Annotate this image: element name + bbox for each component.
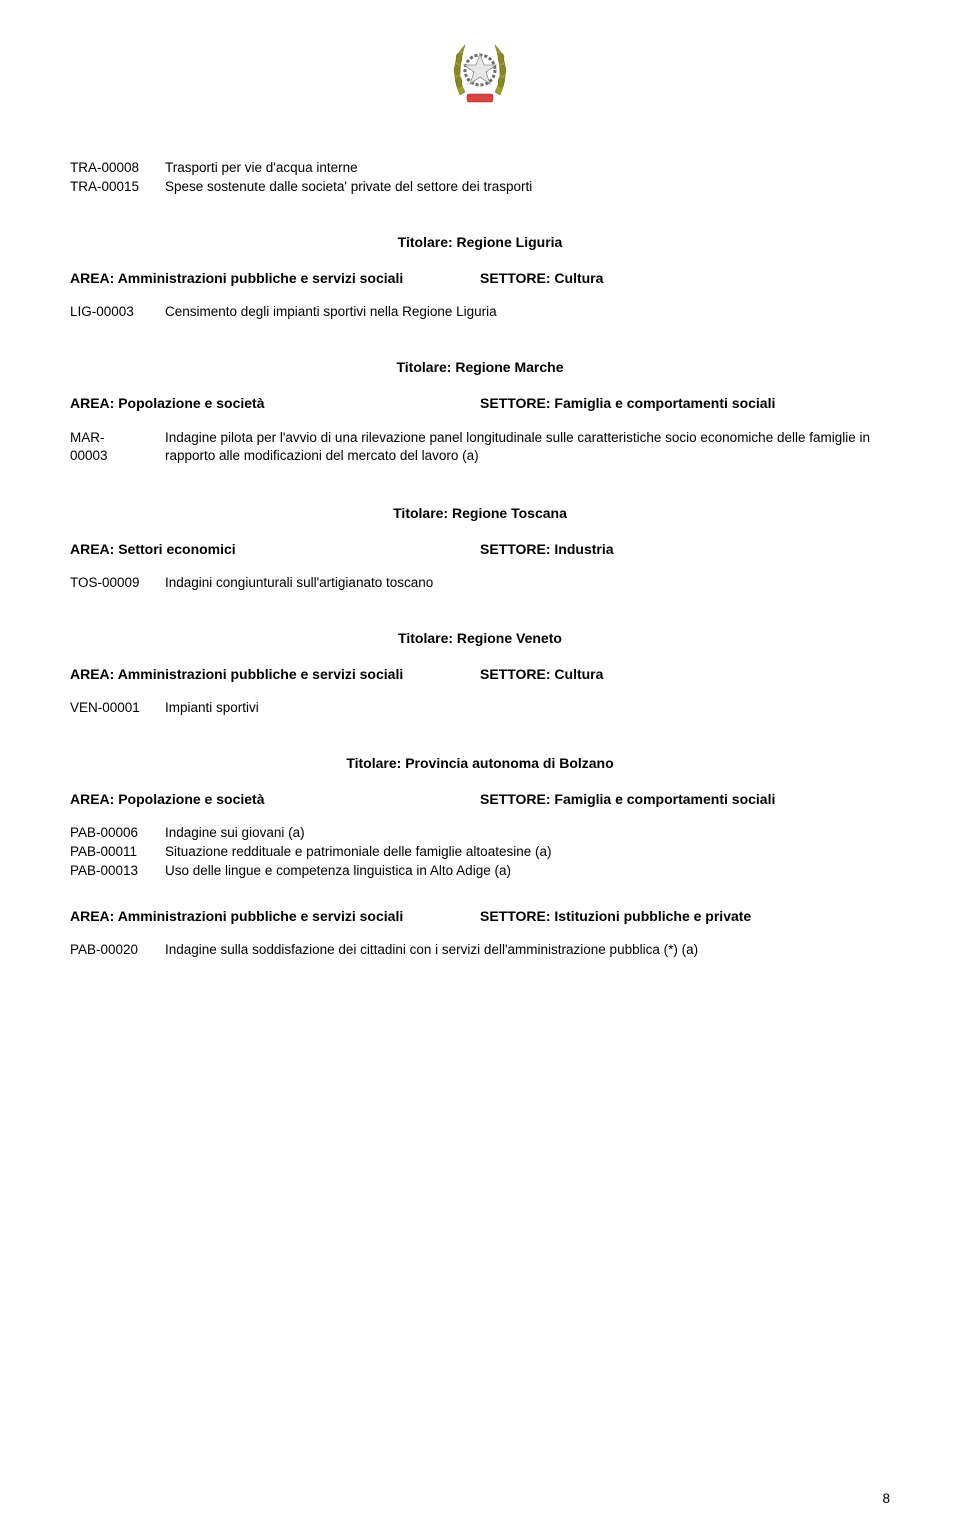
document-content: TRA-00008 Trasporti per vie d'acqua inte…: [70, 40, 890, 957]
entry-row: PAB-00006 Indagine sui giovani (a): [70, 825, 890, 840]
entry-text: Censimento degli impianti sportivi nella…: [165, 304, 890, 319]
area-sector-row: AREA: Amministrazioni pubbliche e serviz…: [70, 270, 890, 286]
entry-row: VEN-00001 Impianti sportivi: [70, 700, 890, 715]
sector-label: SETTORE: Famiglia e comportamenti social…: [480, 395, 890, 411]
entry-code: VEN-00001: [70, 700, 165, 715]
page-container: TRA-00008 Trasporti per vie d'acqua inte…: [0, 0, 960, 1536]
area-sector-row: AREA: Amministrazioni pubbliche e serviz…: [70, 908, 890, 924]
sector-label: SETTORE: Famiglia e comportamenti social…: [480, 791, 890, 807]
entry-code: TRA-00008: [70, 160, 165, 175]
section-title: Titolare: Provincia autonoma di Bolzano: [70, 755, 890, 771]
entry-row: MAR- 00003 Indagine pilota per l'avvio d…: [70, 429, 890, 465]
entry-text: Indagine sui giovani (a): [165, 825, 890, 840]
entry-code: TOS-00009: [70, 575, 165, 590]
area-label: AREA: Popolazione e società: [70, 395, 480, 411]
entry-text: Impianti sportivi: [165, 700, 890, 715]
area-sector-row: AREA: Settori economici SETTORE: Industr…: [70, 541, 890, 557]
entry-text: Situazione reddituale e patrimoniale del…: [165, 844, 890, 859]
entry-code: PAB-00011: [70, 844, 165, 859]
sector-label: SETTORE: Cultura: [480, 666, 890, 682]
area-label: AREA: Amministrazioni pubbliche e serviz…: [70, 666, 480, 682]
entry-row: TRA-00015 Spese sostenute dalle societa'…: [70, 179, 890, 194]
entry-code: PAB-00020: [70, 942, 165, 957]
area-sector-row: AREA: Popolazione e società SETTORE: Fam…: [70, 395, 890, 411]
area-label: AREA: Popolazione e società: [70, 791, 480, 807]
section-title: Titolare: Regione Liguria: [70, 234, 890, 250]
entry-code: TRA-00015: [70, 179, 165, 194]
section-title: Titolare: Regione Veneto: [70, 630, 890, 646]
entry-row: TRA-00008 Trasporti per vie d'acqua inte…: [70, 160, 890, 175]
section-title: Titolare: Regione Marche: [70, 359, 890, 375]
entry-code: LIG-00003: [70, 304, 165, 319]
entry-row: PAB-00013 Uso delle lingue e competenza …: [70, 863, 890, 878]
area-label: AREA: Amministrazioni pubbliche e serviz…: [70, 270, 480, 286]
entry-code-line2: 00003: [70, 448, 108, 463]
italian-republic-emblem-icon: [445, 30, 515, 115]
sector-label: SETTORE: Industria: [480, 541, 890, 557]
entry-code: PAB-00013: [70, 863, 165, 878]
entry-text: Spese sostenute dalle societa' private d…: [165, 179, 890, 194]
entry-code-line1: MAR-: [70, 430, 105, 445]
entry-text: Indagini congiunturali sull'artigianato …: [165, 575, 890, 590]
entry-text: Uso delle lingue e competenza linguistic…: [165, 863, 890, 878]
sector-label: SETTORE: Cultura: [480, 270, 890, 286]
entry-row: LIG-00003 Censimento degli impianti spor…: [70, 304, 890, 319]
entry-text: Indagine sulla soddisfazione dei cittadi…: [165, 942, 890, 957]
entry-row: PAB-00020 Indagine sulla soddisfazione d…: [70, 942, 890, 957]
entry-code: PAB-00006: [70, 825, 165, 840]
area-sector-row: AREA: Popolazione e società SETTORE: Fam…: [70, 791, 890, 807]
area-label: AREA: Amministrazioni pubbliche e serviz…: [70, 908, 480, 924]
entry-row: TOS-00009 Indagini congiunturali sull'ar…: [70, 575, 890, 590]
area-label: AREA: Settori economici: [70, 541, 480, 557]
page-number: 8: [882, 1491, 890, 1506]
area-sector-row: AREA: Amministrazioni pubbliche e serviz…: [70, 666, 890, 682]
entry-text: Indagine pilota per l'avvio di una rilev…: [165, 429, 890, 465]
entry-row: PAB-00011 Situazione reddituale e patrim…: [70, 844, 890, 859]
entry-code: MAR- 00003: [70, 429, 165, 465]
section-title: Titolare: Regione Toscana: [70, 505, 890, 521]
sector-label: SETTORE: Istituzioni pubbliche e private: [480, 908, 890, 924]
entry-text: Trasporti per vie d'acqua interne: [165, 160, 890, 175]
